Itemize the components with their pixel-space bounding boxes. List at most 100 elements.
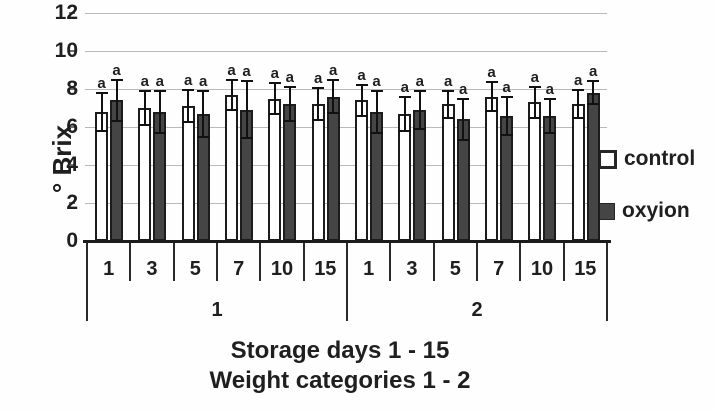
sig-letter-oxyion-9: a [502, 78, 511, 96]
error-bar-control-0 [100, 92, 103, 131]
error-cap-top-control-7 [398, 95, 411, 98]
x-axis-title-line1: Storage days 1 - 15 [230, 337, 450, 364]
x-axis-line [83, 240, 611, 243]
error-bar-oxyion-8 [462, 98, 465, 141]
day-tick-label-9: 7 [493, 258, 505, 280]
error-cap-top-oxyion-7 [413, 89, 426, 92]
x-axis-title: Storage days 1 - 15 Weight categories 1 … [90, 336, 590, 396]
y-tick-label-12: 12 [54, 1, 78, 24]
bar-control-3 [225, 94, 238, 241]
error-cap-top-oxyion-11 [587, 80, 600, 83]
day-tick-7 [389, 241, 392, 281]
y-tick-label-8: 8 [66, 77, 78, 100]
legend-item-control: control [598, 148, 695, 170]
day-tick-label-10: 10 [530, 258, 554, 280]
error-bar-control-9 [490, 82, 493, 111]
day-tick-3 [216, 241, 218, 281]
day-tick-9 [476, 241, 478, 281]
error-cap-top-oxyion-8 [457, 97, 470, 100]
sig-letter-oxyion-7: a [415, 72, 424, 90]
legend: control oxyion [598, 148, 695, 222]
oxyion-swatch-icon [598, 202, 615, 220]
error-cap-top-oxyion-0 [110, 78, 123, 81]
y-tick-mark-6 [69, 126, 75, 128]
day-tick-label-6: 1 [363, 258, 375, 280]
day-tick-label-5: 15 [314, 258, 337, 280]
group-separator-line-6 [346, 241, 348, 321]
group-tick-label-2: 2 [471, 299, 483, 321]
day-tick-label-7: 3 [406, 258, 418, 280]
gridline-6 [85, 127, 607, 128]
sig-letter-control-5: a [313, 70, 323, 88]
sig-letter-oxyion-6: a [372, 72, 381, 90]
error-cap-bottom-control-6 [355, 114, 368, 117]
error-bar-oxyion-5 [332, 80, 335, 113]
sig-letter-control-11: a [573, 71, 583, 89]
bar-control-10 [528, 102, 542, 241]
y-tick-mark-10 [69, 50, 75, 52]
error-cap-bottom-oxyion-4 [283, 120, 296, 123]
y-tick-label-4: 4 [66, 153, 78, 176]
y-tick-label-2: 2 [66, 191, 78, 214]
error-cap-top-oxyion-10 [543, 97, 556, 100]
sig-letter-control-1: a [140, 72, 149, 90]
error-bar-oxyion-9 [505, 96, 508, 135]
error-cap-top-control-1 [138, 89, 151, 92]
error-cap-top-oxyion-5 [327, 79, 340, 82]
sig-letter-control-2: a [183, 71, 193, 89]
error-bar-control-8 [447, 90, 450, 118]
error-bar-control-1 [143, 90, 146, 126]
day-tick-label-3: 7 [233, 258, 245, 280]
error-cap-top-control-0 [95, 91, 108, 94]
sig-letter-oxyion-5: a [328, 62, 338, 80]
error-cap-top-control-8 [442, 89, 455, 92]
error-cap-top-oxyion-2 [197, 89, 210, 92]
error-cap-bottom-control-7 [398, 129, 411, 132]
group-tick-label-1: 1 [211, 299, 223, 321]
sig-letter-oxyion-4: a [285, 69, 294, 87]
sig-letter-oxyion-1: a [155, 72, 164, 90]
sig-letter-control-0: a [97, 74, 106, 92]
sig-letter-oxyion-3: a [242, 63, 251, 81]
sig-letter-control-4: a [270, 65, 279, 83]
error-bar-control-4 [273, 83, 276, 114]
error-cap-top-control-9 [485, 81, 498, 84]
bar-control-1 [138, 108, 152, 241]
bar-control-2 [181, 106, 195, 241]
error-cap-bottom-oxyion-3 [240, 137, 253, 140]
legend-label-oxyion: oxyion [622, 199, 690, 222]
gridline-12 [85, 13, 607, 14]
error-bar-oxyion-7 [418, 90, 421, 129]
bar-control-4 [268, 98, 282, 241]
error-bar-oxyion-1 [158, 90, 161, 133]
error-cap-bottom-control-8 [442, 116, 455, 119]
error-bar-control-7 [403, 96, 406, 131]
error-bar-control-6 [360, 85, 363, 116]
day-tick-1 [129, 241, 132, 281]
error-bar-oxyion-4 [288, 87, 291, 122]
error-cap-bottom-oxyion-7 [413, 127, 426, 130]
y-tick-mark-2 [69, 202, 75, 204]
day-tick-label-2: 5 [189, 258, 201, 280]
bar-control-5 [311, 104, 325, 241]
x-axis-title-line2: Weight categories 1 - 2 [209, 367, 471, 394]
gridline-2 [85, 203, 607, 204]
sig-letter-control-9: a [487, 64, 496, 82]
error-bar-oxyion-6 [375, 90, 378, 133]
error-cap-bottom-control-4 [268, 112, 281, 115]
error-cap-top-control-2 [182, 88, 195, 91]
error-cap-bottom-control-3 [225, 108, 238, 111]
y-tick-label-10: 10 [54, 39, 78, 62]
error-cap-bottom-control-0 [95, 129, 108, 132]
group-separator-line-12 [606, 241, 608, 321]
sig-letter-oxyion-8: a [458, 80, 468, 98]
y-tick-label-6: 6 [66, 115, 78, 138]
bar-control-6 [355, 100, 368, 241]
error-bar-control-10 [533, 87, 536, 118]
error-cap-top-oxyion-4 [283, 86, 296, 89]
error-bar-control-11 [577, 89, 580, 119]
day-tick-label-4: 10 [270, 258, 294, 280]
gridline-4 [85, 165, 607, 166]
error-bar-oxyion-11 [592, 81, 595, 105]
